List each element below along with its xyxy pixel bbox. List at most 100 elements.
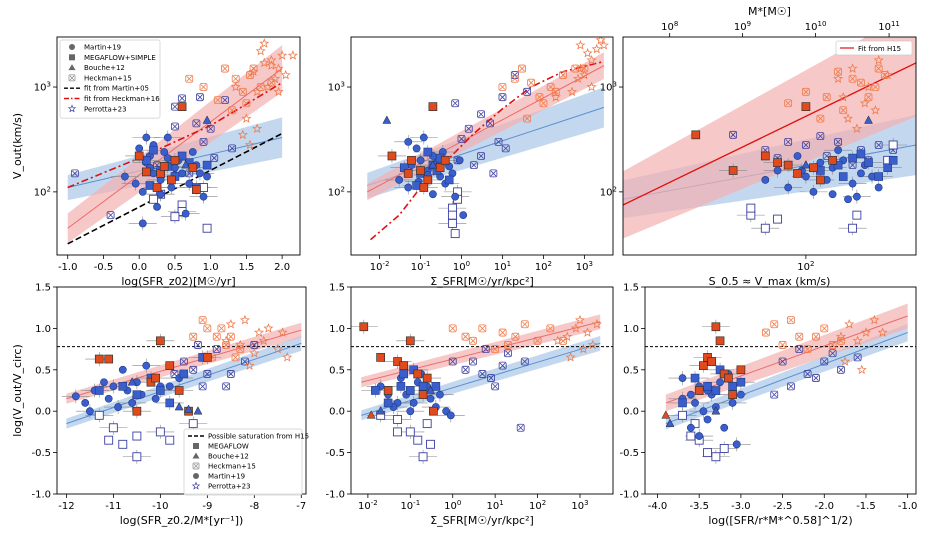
data-point xyxy=(202,223,212,233)
legend-label: Perrotta+23 xyxy=(84,105,127,113)
data-point-cross xyxy=(536,94,543,100)
x-tick-label: -2.0 xyxy=(815,501,835,512)
data-point-cross xyxy=(835,139,841,145)
y-tick-label: 102 xyxy=(34,185,51,198)
data-point xyxy=(142,133,151,142)
data-point xyxy=(108,423,118,433)
data-point-box xyxy=(559,71,567,79)
data-point xyxy=(699,361,708,371)
data-point xyxy=(816,132,825,141)
data-point xyxy=(287,50,298,60)
axes-frame xyxy=(56,286,307,495)
data-point xyxy=(795,345,804,354)
data-point xyxy=(859,97,870,108)
data-point xyxy=(171,122,179,131)
data-point-box xyxy=(464,124,473,133)
data-point-box xyxy=(816,114,825,123)
data-point xyxy=(248,66,259,77)
data-point xyxy=(703,448,712,458)
data-point xyxy=(501,144,510,153)
data-point-box xyxy=(469,336,477,345)
data-point xyxy=(426,385,435,394)
data-point-box xyxy=(192,119,201,128)
data-point xyxy=(366,410,376,419)
data-point-box xyxy=(189,365,198,374)
y-tick-label: 1.5 xyxy=(329,283,345,294)
data-point-cross xyxy=(813,333,819,340)
legend-label: Martin+19 xyxy=(208,473,245,481)
data-point xyxy=(504,349,512,358)
data-point-box xyxy=(546,324,555,333)
data-point xyxy=(159,162,169,171)
data-point xyxy=(516,423,525,432)
data-point xyxy=(770,390,779,399)
data-point xyxy=(864,93,873,102)
x-tick-label: 10-2 xyxy=(358,499,378,512)
data-point xyxy=(809,163,818,173)
data-point xyxy=(189,332,198,341)
data-point-cross xyxy=(193,120,200,127)
data-point-cross xyxy=(222,65,228,72)
data-point xyxy=(760,223,770,233)
data-point-box xyxy=(787,382,795,391)
data-point xyxy=(707,357,717,366)
data-point xyxy=(226,332,235,341)
data-point-box xyxy=(196,93,204,102)
y-tick-label: -1.0 xyxy=(619,490,639,501)
data-point-cross xyxy=(524,115,530,122)
legend-marker-xsquare-box xyxy=(68,74,76,82)
data-point-box xyxy=(535,93,544,102)
data-point-box xyxy=(516,423,525,432)
x-tick-label: 100 xyxy=(444,499,461,512)
data-point-cross xyxy=(200,84,207,90)
data-point-cross xyxy=(849,75,856,82)
data-point xyxy=(715,336,725,346)
data-point xyxy=(419,133,428,142)
data-point xyxy=(231,353,240,362)
data-point xyxy=(149,194,158,204)
legend-marker-triangle xyxy=(192,452,200,459)
data-point xyxy=(170,155,180,165)
data-point-cross xyxy=(211,155,218,161)
data-point xyxy=(773,166,782,175)
y-tick-label: 1.0 xyxy=(35,324,51,335)
data-point xyxy=(498,328,507,337)
data-point xyxy=(851,123,862,134)
data-point xyxy=(822,93,831,102)
data-point-box xyxy=(523,114,532,123)
data-point xyxy=(761,176,770,184)
data-point-cross xyxy=(228,333,234,340)
data-point-cross xyxy=(492,383,498,390)
data-point-box xyxy=(801,141,810,149)
data-point xyxy=(273,63,284,73)
data-point xyxy=(860,327,872,337)
legend-label: Heckman+15 xyxy=(208,463,256,471)
data-point xyxy=(405,336,415,346)
data-point-cross xyxy=(207,125,214,132)
data-point xyxy=(104,435,114,445)
data-point xyxy=(221,335,232,346)
data-point xyxy=(155,427,165,437)
x-tick-label: 1.0 xyxy=(203,262,219,273)
data-point xyxy=(280,69,291,80)
data-point-box xyxy=(206,124,215,133)
data-point xyxy=(793,152,802,160)
data-point xyxy=(784,137,793,146)
data-point xyxy=(149,145,158,155)
data-point-box xyxy=(228,106,237,115)
data-point xyxy=(582,327,593,337)
axes-frame xyxy=(350,286,614,495)
data-point-box xyxy=(494,137,503,146)
data-point-box xyxy=(478,370,487,378)
data-point-cross xyxy=(190,367,197,373)
data-point xyxy=(518,64,526,73)
data-point xyxy=(212,345,221,354)
legend-marker-star xyxy=(67,104,77,113)
data-point xyxy=(486,119,495,128)
legend-marker-star xyxy=(191,481,201,490)
data-point-box xyxy=(70,169,79,178)
data-point xyxy=(106,211,115,220)
data-point xyxy=(167,183,176,192)
legend-marker-triangle xyxy=(68,64,76,71)
data-point-box xyxy=(226,332,235,341)
